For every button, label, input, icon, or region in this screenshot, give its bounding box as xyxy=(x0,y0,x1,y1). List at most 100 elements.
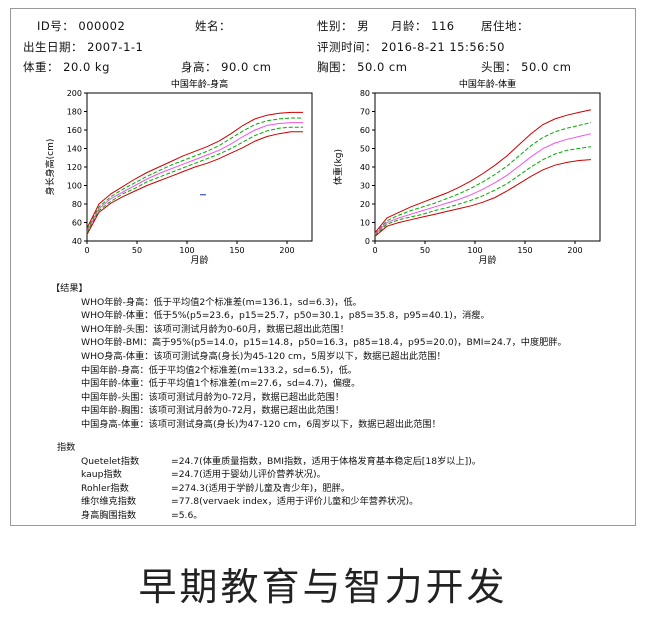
y-tick-label: 50 xyxy=(360,145,370,154)
result-label: 中国年龄-胸围 xyxy=(81,405,140,417)
gender-value: 男 xyxy=(357,19,370,33)
result-label: 中国身高-体重 xyxy=(81,418,140,430)
y-tick-label: 200 xyxy=(67,89,82,98)
result-label: WHO身高-体重 xyxy=(81,350,145,362)
x-axis-label: 月龄 xyxy=(190,254,208,266)
y-tick-label: 20 xyxy=(360,200,370,209)
y-tick-label: 120 xyxy=(67,163,82,172)
results-section: 【结果】 WHO年龄-身高：低于平均值2个标准差(m=136.1，sd=6.3)… xyxy=(51,282,567,432)
percentile-curve xyxy=(374,146,592,236)
y-tick-label: 80 xyxy=(360,89,370,98)
result-row: 中国年龄-体重：低于平均值1个标准差(m=27.6，sd=4.7)，偏瘦。 xyxy=(57,377,567,391)
percentile-curve xyxy=(86,131,303,235)
x-tick-label: 100 xyxy=(179,246,194,255)
head-field: 头围： 50.0 cm xyxy=(481,60,572,74)
gender-field: 性别： 男 xyxy=(317,19,370,33)
chest-value: 50.0 cm xyxy=(357,60,408,74)
result-text: ：该项可测试月龄为0-60月，数据已超出此范围！ xyxy=(144,323,349,335)
y-tick-label: 180 xyxy=(67,108,82,117)
result-label: WHO年龄-头围 xyxy=(81,323,145,335)
result-text: ：该项可测试身高(身长)为47-120 cm，6周岁以下，数据已超出此范围！ xyxy=(139,418,441,430)
percentile-curve xyxy=(374,122,592,234)
result-row: 中国年龄-胸围：该项可测试月龄为0-72月，数据已超出此范围！ xyxy=(57,404,567,418)
height-field: 身高： 90.0 cm xyxy=(181,60,272,74)
y-tick-label: 0 xyxy=(365,237,370,246)
result-row: 中国年龄-头围：该项可测试月龄为0-72月，数据已超出此范围！ xyxy=(57,391,567,405)
result-text: ：低于平均值1个标准差(m=27.6，sd=4.7)，偏瘦。 xyxy=(139,378,361,390)
chart-title: 中国年龄-身高 xyxy=(171,78,228,90)
id-value: 000002 xyxy=(78,19,126,33)
chest-field: 胸围： 50.0 cm xyxy=(317,60,408,74)
result-row: WHO年龄-头围：该项可测试月龄为0-60月，数据已超出此范围！ xyxy=(57,323,567,337)
height-age-chart: 中国年龄-身高 40 60 80 100 120 140 160 180 200 0 50 100 150… xyxy=(44,78,313,266)
x-tick-label: 150 xyxy=(229,246,244,255)
y-tick-label: 140 xyxy=(67,145,82,154)
growth-report: ID号： 000002 姓名： 性别： 男 月龄： 116 居住地： 出生日期：… xyxy=(10,8,636,526)
x-tick-label: 50 xyxy=(132,246,142,255)
result-row: 中国身高-体重：该项可测试身高(身长)为47-120 cm，6周岁以下，数据已超… xyxy=(57,418,567,432)
index-label: kaup指数 xyxy=(81,469,122,481)
head-value: 50.0 cm xyxy=(521,60,572,74)
x-axis-label: 月龄 xyxy=(478,254,496,266)
index-label: Quetelet指数 xyxy=(81,455,140,467)
percentile-curve xyxy=(86,111,303,229)
y-axis-label: 身长身高(cm) xyxy=(44,139,56,196)
index-row: Rohler指数 =274.3(适用于学龄儿童及青少年)，肥胖。 xyxy=(57,482,481,496)
name-field: 姓名： xyxy=(195,19,231,33)
x-tick-label: 200 xyxy=(279,246,294,255)
percentile-curve xyxy=(86,117,303,231)
percentile-curve xyxy=(374,159,592,237)
age-field: 月龄： 116 xyxy=(391,19,455,33)
result-row: WHO身高-体重：该项可测试身高(身长)为45-120 cm，5周岁以下，数据已… xyxy=(57,350,567,364)
index-text: =274.3(适用于学龄儿童及青少年)，肥胖。 xyxy=(171,482,350,494)
height-value: 90.0 cm xyxy=(221,60,272,74)
y-tick-label: 70 xyxy=(360,108,370,117)
banner-text: 早期教育与智力开发 xyxy=(138,565,508,609)
result-text: ：该项可测试月龄为0-72月，数据已超出此范围！ xyxy=(139,405,345,417)
y-tick-label: 30 xyxy=(360,182,370,191)
result-label: WHO年龄-BMI xyxy=(81,337,143,349)
index-text: =24.7(适用于婴幼儿评价营养状况)。 xyxy=(171,469,326,481)
result-label: 中国年龄-头围 xyxy=(81,391,140,403)
indices-section: 指数 Quetelet指数 =24.7(体重质量指数，BMI指数，适用于体格发育基… xyxy=(57,441,481,523)
eval-time-field: 评测时间： 2016-8-21 15:56:50 xyxy=(317,40,505,54)
weight-field: 体重： 20.0 kg xyxy=(23,60,110,74)
result-text: ：低于平均值2个标准差(m=133.2，sd=6.5)，低。 xyxy=(139,364,357,376)
y-tick-label: 80 xyxy=(72,200,82,209)
x-tick-label: 50 xyxy=(420,246,430,255)
result-text: ：该项可测试身高(身长)为45-120 cm，5周岁以下，数据已超出此范围！ xyxy=(144,350,446,362)
dob-value: 2007-1-1 xyxy=(87,40,144,54)
percentile-curve xyxy=(86,126,303,233)
y-tick-label: 40 xyxy=(72,237,82,246)
index-row: 维尔维克指数 =77.8(vervaek index，适用于评价儿童和少年营养状况… xyxy=(57,495,481,509)
result-row: 中国年龄-身高：低于平均值2个标准差(m=133.2，sd=6.5)，低。 xyxy=(57,364,567,378)
result-text: ：高于95%(p5=14.0，p15=14.8，p50=16.3，p85=18.… xyxy=(142,337,567,349)
y-tick-label: 60 xyxy=(360,126,370,135)
index-row: kaup指数 =24.7(适用于婴幼儿评价营养状况)。 xyxy=(57,468,481,482)
result-label: 中国年龄-体重 xyxy=(81,378,140,390)
y-axis-label: 体重(kg) xyxy=(332,149,344,185)
x-tick-label: 0 xyxy=(84,246,89,255)
result-row: WHO年龄-体重：低于5%(p5=23.6，p15=25.7，p50=30.1，… xyxy=(57,309,567,323)
result-text: ：该项可测试月龄为0-72月，数据已超出此范围！ xyxy=(139,391,345,403)
result-row: WHO年龄-身高：低于平均值2个标准差(m=136.1，sd=6.3)，低。 xyxy=(57,296,567,310)
y-tick-label: 160 xyxy=(67,126,82,135)
result-label: 中国年龄-身高 xyxy=(81,364,140,376)
index-label: 维尔维克指数 xyxy=(81,496,137,508)
id-field: ID号： 000002 xyxy=(37,19,126,33)
index-text: =77.8(vervaek index，适用于评价儿童和少年营养状况)。 xyxy=(171,496,419,508)
y-tick-label: 60 xyxy=(72,219,82,228)
indices-heading: 指数 xyxy=(57,442,76,453)
index-label: 身高胸围指数 xyxy=(81,509,137,521)
eval-time-value: 2016-8-21 15:56:50 xyxy=(381,40,505,54)
residence-field: 居住地： xyxy=(481,19,529,33)
y-tick-label: 10 xyxy=(360,219,370,228)
percentile-curve xyxy=(86,122,303,233)
result-text: ：低于平均值2个标准差(m=136.1，sd=6.3)，低。 xyxy=(144,296,362,308)
y-tick-label: 100 xyxy=(67,182,82,191)
x-tick-label: 100 xyxy=(467,246,482,255)
index-row: 身高胸围指数 =5.6。 xyxy=(57,509,481,523)
percentile-curve xyxy=(374,133,592,235)
x-tick-label: 150 xyxy=(517,246,532,255)
index-text: =5.6。 xyxy=(171,509,203,521)
